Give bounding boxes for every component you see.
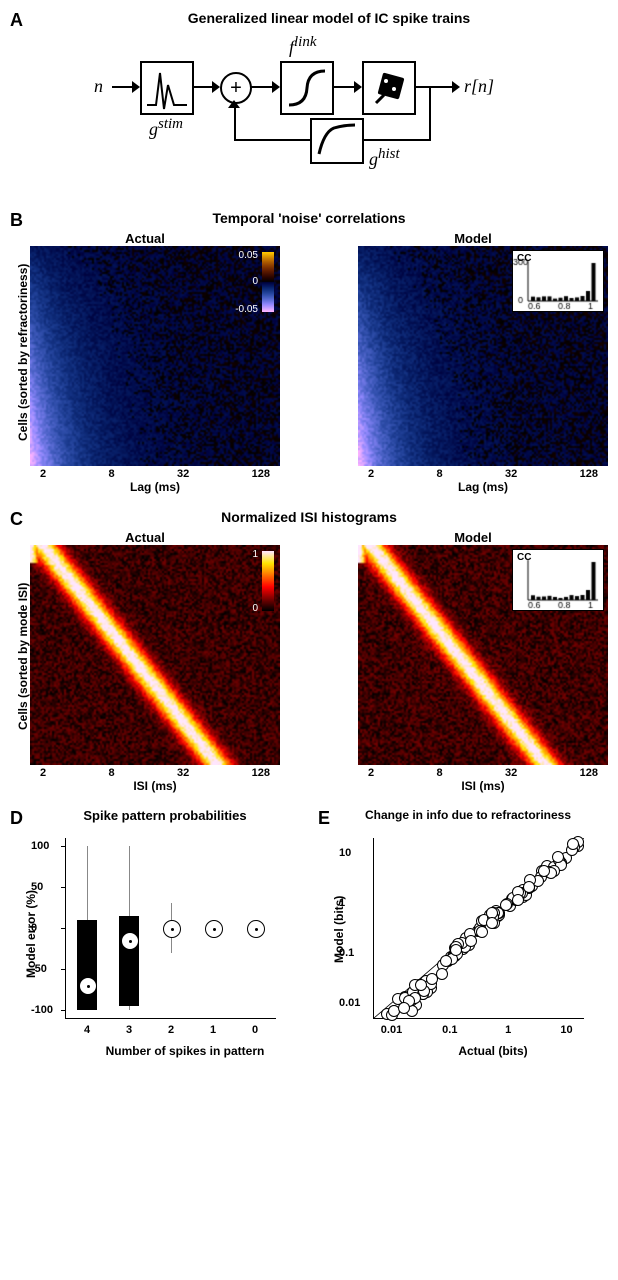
panel-c: C Normalized ISI histograms Actual Cells… bbox=[10, 509, 608, 793]
heatmap-c-actual: 1 0 bbox=[30, 545, 280, 765]
spike-gen-box bbox=[362, 61, 416, 115]
panel-c-title: Normalized ISI histograms bbox=[10, 509, 608, 525]
panel-a: A Generalized linear model of IC spike t… bbox=[10, 10, 608, 195]
panel-d: D Spike pattern probabilities -100-50050… bbox=[10, 808, 300, 1068]
sigmoid-icon bbox=[284, 65, 330, 111]
strf-icon bbox=[144, 65, 190, 111]
link-fn-label: flink bbox=[289, 34, 317, 58]
panel-c-xticks-right: 2832128 bbox=[358, 765, 608, 779]
panel-b-xticks-left: 2832128 bbox=[30, 466, 280, 480]
panel-c-left-title: Actual bbox=[10, 530, 280, 545]
panel-b-xticks-right: 2832128 bbox=[358, 466, 608, 480]
stim-filter-box bbox=[140, 61, 194, 115]
hist-filter-box bbox=[310, 118, 364, 164]
inset-b: CC bbox=[512, 250, 604, 312]
bottom-row: D Spike pattern probabilities -100-50050… bbox=[10, 808, 608, 1068]
panel-a-label: A bbox=[10, 10, 23, 31]
dice-icon bbox=[366, 65, 412, 111]
panel-d-label: D bbox=[10, 808, 23, 829]
panel-e-label: E bbox=[318, 808, 330, 829]
panel-b-ylabel: Cells (sorted by refractoriness) bbox=[16, 264, 30, 441]
panel-e: E Change in info due to refractoriness 0… bbox=[318, 808, 608, 1068]
panel-c-xlabel-left: ISI (ms) bbox=[30, 779, 280, 793]
heatmap-b-model: CC bbox=[358, 246, 608, 466]
panel-c-xlabel-right: ISI (ms) bbox=[358, 779, 608, 793]
panel-b-title: Temporal 'noise' correlations bbox=[10, 210, 608, 226]
input-n: n bbox=[94, 76, 103, 97]
stim-filter-label: gstim bbox=[149, 116, 183, 140]
panel-d-ylabel: Model error (%) bbox=[24, 890, 38, 978]
panel-e-ylabel: Model (bits) bbox=[332, 896, 346, 963]
output-label: r[n] bbox=[464, 76, 494, 97]
panel-a-title: Generalized linear model of IC spike tra… bbox=[50, 10, 608, 26]
panel-d-xlabel: Number of spikes in pattern bbox=[80, 1044, 290, 1058]
panel-b-xlabel-left: Lag (ms) bbox=[30, 480, 280, 494]
panel-e-xlabel: Actual (bits) bbox=[388, 1044, 598, 1058]
panel-c-xticks-left: 2832128 bbox=[30, 765, 280, 779]
panel-d-title: Spike pattern probabilities bbox=[30, 808, 300, 823]
panel-c-label: C bbox=[10, 509, 23, 530]
panel-b: B Temporal 'noise' correlations Actual C… bbox=[10, 210, 608, 494]
panel-b-right-title: Model bbox=[338, 231, 608, 246]
hist-filter-label: ghist bbox=[369, 146, 400, 170]
panel-c-right-title: Model bbox=[338, 530, 608, 545]
heatmap-b-actual: 0.05 0 -0.05 bbox=[30, 246, 280, 466]
boxplot-d: -100-5005010043210 bbox=[65, 838, 276, 1019]
hist-curve-icon bbox=[314, 122, 360, 160]
inset-c: CC bbox=[512, 549, 604, 611]
panel-e-title: Change in info due to refractoriness bbox=[328, 808, 608, 822]
link-fn-box bbox=[280, 61, 334, 115]
glm-diagram: n gstim + flink bbox=[94, 36, 524, 166]
panel-c-ylabel: Cells (sorted by mode ISI) bbox=[16, 583, 30, 730]
panel-b-xlabel-right: Lag (ms) bbox=[358, 480, 608, 494]
heatmap-c-model: CC bbox=[358, 545, 608, 765]
panel-b-label: B bbox=[10, 210, 23, 231]
scatter-e: 0.010.010.10.1111010 bbox=[373, 838, 584, 1019]
panel-b-left-title: Actual bbox=[10, 231, 280, 246]
